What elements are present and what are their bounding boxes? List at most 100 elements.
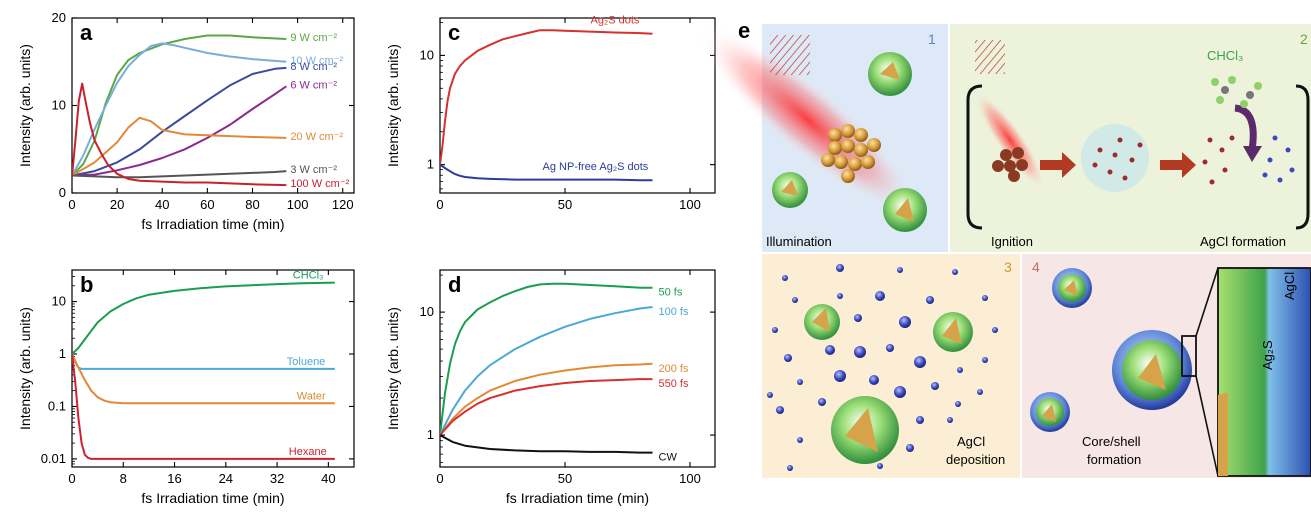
agcl-sphere-icon [818,398,826,406]
agcl-sphere-icon [797,379,803,385]
y-tick-label: 10 [52,294,66,309]
agcl-sphere-icon [767,392,773,398]
ag2s-dot-icon [883,188,927,232]
agcl-sphere-icon [931,382,939,390]
agcl-sphere-icon [982,295,988,301]
series-line-a-4 [72,116,287,177]
series-line-a-6 [72,82,287,187]
step-4-caption-line1: Core/shell [1082,434,1141,449]
series-line-d-2 [440,362,653,436]
agcl-sphere-icon [947,417,953,423]
agcl-particles-icon [1262,135,1295,183]
y-tick-label: 10 [52,98,66,113]
agcl-sphere-icon [886,344,894,352]
series-label: Water [297,390,326,402]
x-tick-label: 0 [68,471,75,486]
series-label: 50 fs [659,287,683,299]
zoom-inset [1217,267,1311,477]
agcl-sphere-icon [877,463,883,469]
core-shell-particle-icon [1112,330,1192,410]
core-shell-particle-icon [1052,268,1092,308]
step-1-number: 1 [928,31,936,47]
chart-b: 0 8 16 24 32 40 0.01 0.1 1 10 fs Irradiation time … [17,269,355,506]
laser-pulse-icon [975,40,1005,74]
ag2s-dot-icon [831,396,899,464]
y-axis-label: Intensity (arb. units) [17,307,33,430]
y-tick-label: 0.01 [41,451,66,466]
series-label: CHCl₃ [293,270,324,282]
ignited-cluster-icon [992,147,1028,182]
x-tick-label: 100 [679,471,701,486]
x-tick-label: 0 [68,197,75,212]
zoom-core-edge [1218,392,1228,476]
series-label: 9 W cm⁻² [290,32,337,44]
y-tick-label: 1 [427,157,434,172]
bracket-left [966,84,983,230]
series-line-c-0 [440,29,653,165]
x-tick-label: 100 [287,197,309,212]
x-tick-label: 0 [436,471,443,486]
panel-label-b: b [80,272,93,297]
ag2s-dot-icon [933,312,973,352]
laser-beam-icon [698,26,918,214]
x-tick-label: 0 [436,197,443,212]
bracket-right [1295,84,1310,230]
panel-label-d: d [448,272,461,297]
chart-d: 0 50 100 1 10 fs Irradiation time (min) Intens… [385,269,716,506]
y-tick-label: 0.1 [48,398,66,413]
y-tick-label: 1 [59,346,66,361]
series-label: Ag NP-free Ag₂S dots [543,161,649,173]
agcl-sphere-icon [875,291,885,301]
series-label: 550 fs [659,378,689,390]
agcl-sphere-icon [869,375,879,385]
laser-beam-icon [973,90,1047,190]
silver-ions-icon [1202,135,1235,185]
agcl-sphere-icon [772,327,778,333]
x-axis-label: fs Irradiation time (min) [506,490,649,506]
agcl-sphere-icon [916,416,924,424]
zoom-box [1181,335,1197,377]
plot-frame [439,269,716,468]
y-tick-label: 0 [59,185,66,200]
agcl-sphere-icon [957,367,963,373]
agcl-sphere-icon [792,297,798,303]
x-tick-label: 24 [219,471,233,486]
series-line-a-3 [72,85,287,177]
silver-nanoparticle-cluster-icon [821,124,881,183]
curved-arrow-icon [1234,104,1257,151]
series-label: 100 fs [659,306,689,318]
step-4-number: 4 [1032,259,1040,275]
agcl-sphere-icon [776,406,784,414]
series-line-b-3 [72,353,335,460]
series-line-a-5 [72,170,287,179]
agcl-sphere-icon [894,386,906,398]
x-axis-label: fs Irradiation time (min) [141,216,284,232]
plasma-burst-icon [1081,124,1149,192]
step-2-caption-agcl: AgCl formation [1200,234,1286,249]
agcl-sphere-icon [897,267,903,273]
curved-arrow-head-icon [1243,146,1262,162]
chart-a: 0 20 40 60 80 100 120 0 10 20 fs Irradiation time … [17,10,355,232]
y-axis-label: Intensity (arb. units) [385,44,401,167]
step-4-caption-line2: formation [1087,452,1141,467]
step-3-caption-line2: deposition [946,452,1005,467]
core-shell-particle-icon [1030,392,1070,432]
panel-label-a: a [80,20,93,45]
agcl-sphere-icon [787,465,793,471]
agcl-sphere-icon [834,370,846,382]
zoom-line-bottom [1195,375,1219,477]
agcl-sphere-icon [782,275,788,281]
x-axis-label: fs Irradiation time (min) [141,490,284,506]
series-label: 3 W cm⁻² [290,164,337,176]
agcl-sphere-icon [825,345,835,355]
x-tick-label: 80 [245,197,259,212]
series-label: 200 fs [659,363,689,375]
ag2s-dot-icon [804,304,840,340]
panel-label-c: c [448,20,460,45]
agcl-sphere-icon [797,437,803,443]
x-tick-label: 50 [558,471,572,486]
series-label: CW [659,452,678,464]
agcl-sphere-icon [836,264,844,272]
y-tick-label: 1 [427,427,434,442]
series-line-c-1 [440,163,653,182]
